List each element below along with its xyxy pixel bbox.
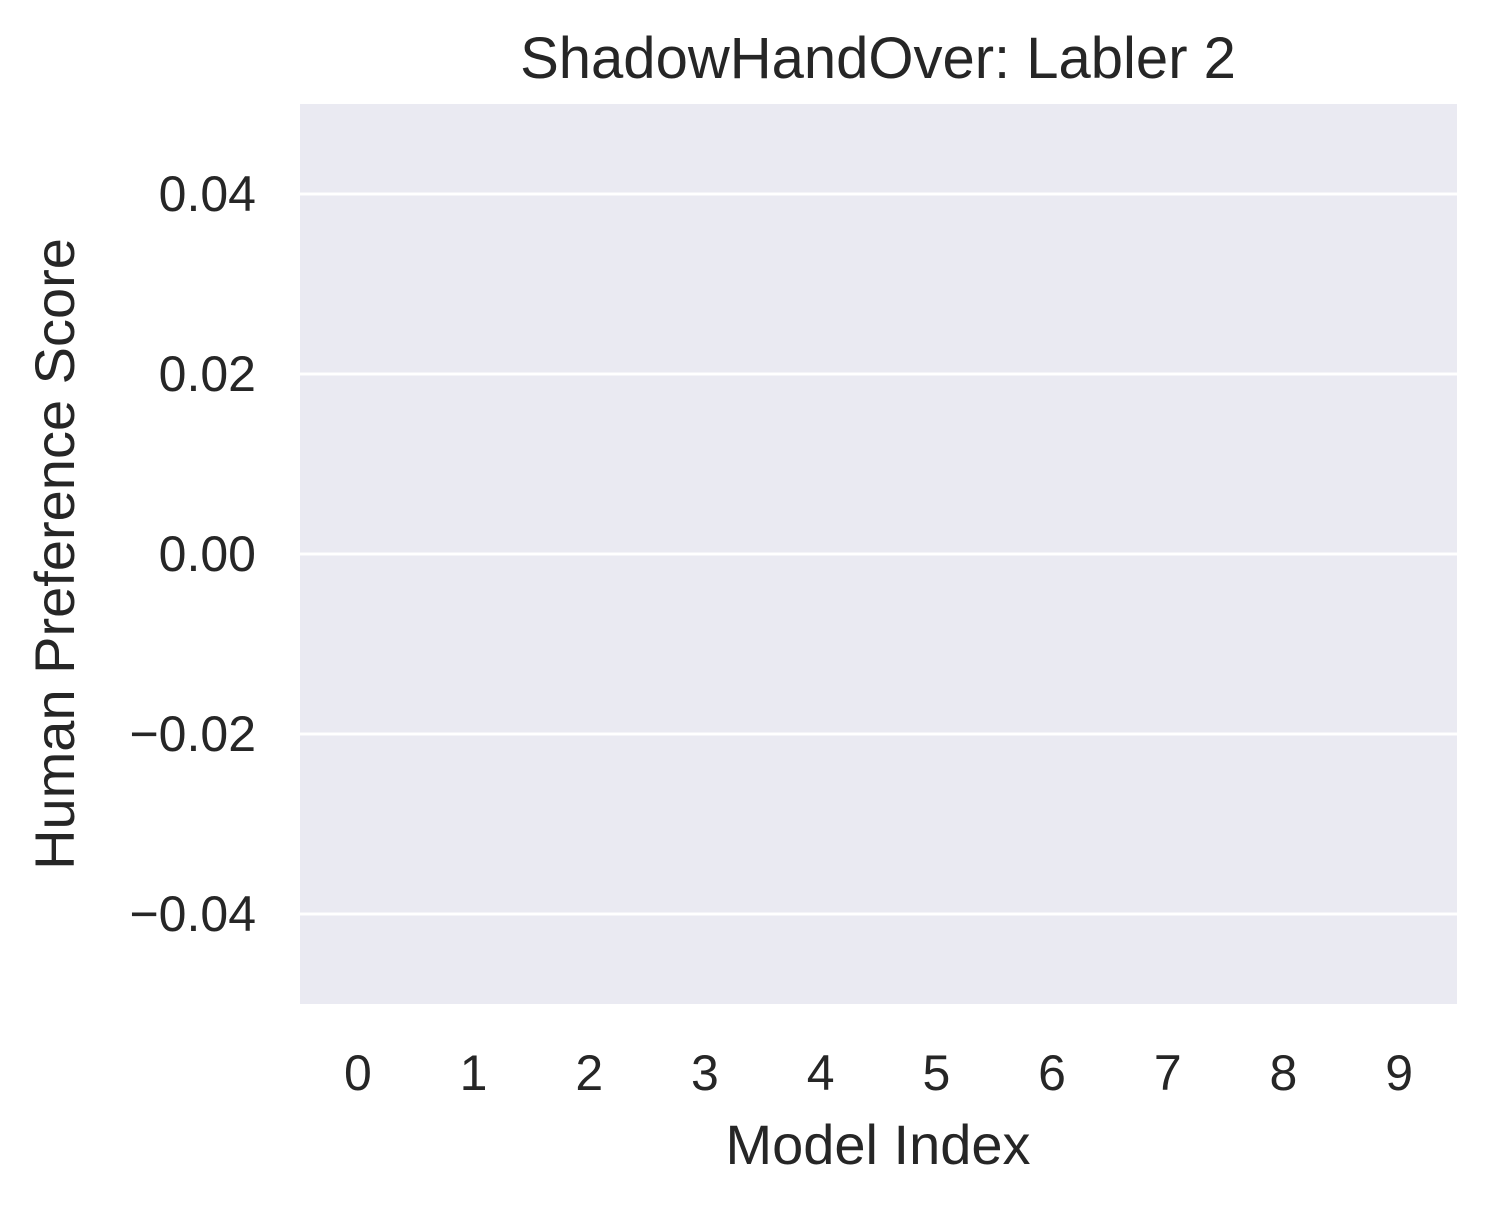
x-tick-label: 4 [807,1045,835,1101]
x-tick-label: 5 [922,1045,950,1101]
y-axis-label: Human Preference Score [23,238,86,870]
chart-title: ShadowHandOver: Labler 2 [520,26,1236,91]
y-tick-label: 0.00 [159,526,256,582]
y-tick-label: −0.04 [129,886,256,942]
y-tick-label: 0.02 [159,346,256,402]
x-tick-label: 9 [1385,1045,1413,1101]
x-tick-label: 0 [344,1045,372,1101]
x-axis-label: Model Index [725,1113,1030,1176]
x-tick-label: 6 [1038,1045,1066,1101]
x-tick-label: 8 [1270,1045,1298,1101]
x-tick-label: 3 [691,1045,719,1101]
y-tick-label: 0.04 [159,166,256,222]
x-tick-label: 1 [460,1045,488,1101]
x-tick-label: 2 [575,1045,603,1101]
y-tick-label: −0.02 [129,706,256,762]
x-tick-label: 7 [1154,1045,1182,1101]
gridlines [300,192,1457,916]
x-tick-labels: 0 1 2 3 4 5 6 7 8 9 [344,1045,1413,1101]
y-tick-labels: −0.04 −0.02 0.00 0.02 0.04 [129,166,256,942]
